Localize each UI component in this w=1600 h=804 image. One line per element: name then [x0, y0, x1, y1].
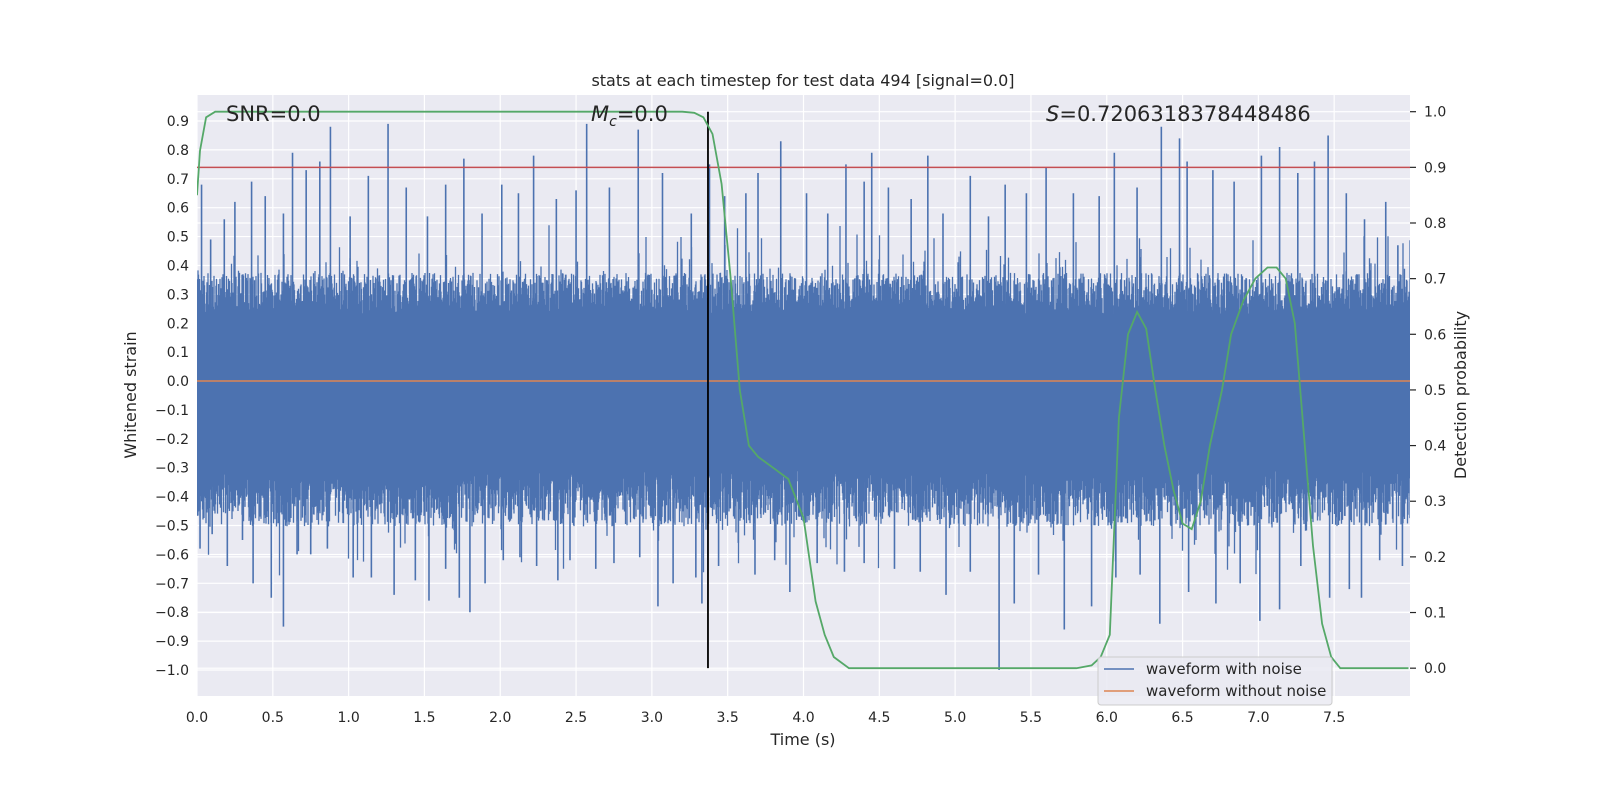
y-right-tick-label: 0.0 [1424, 661, 1446, 677]
y-left-tick-label: 0.8 [167, 143, 189, 159]
x-tick-label: 7.5 [1323, 710, 1345, 726]
x-tick-label: 6.5 [1171, 710, 1193, 726]
series-detection-probability [197, 110, 1409, 670]
y-right-tick-label: 0.1 [1424, 606, 1446, 622]
y-right-tick-label: 1.0 [1424, 105, 1446, 121]
overlay-lines [197, 110, 1410, 670]
chirp-mass-subscript: c [609, 114, 617, 130]
chirp-mass-symbol: M [591, 102, 609, 126]
y-right-tick-label: 0.6 [1424, 327, 1446, 343]
x-tick-label: 4.5 [868, 710, 890, 726]
y-right-tick-label: 0.4 [1424, 439, 1446, 455]
y-left-tick-label: 0.5 [167, 230, 189, 246]
x-tick-label: 3.0 [641, 710, 663, 726]
y-left-tick-label: 0.9 [167, 114, 189, 130]
x-tick-label: 3.5 [717, 710, 739, 726]
y-left-tick-label: −0.5 [155, 519, 189, 535]
y-axis-left-label: Whitened strain [121, 331, 140, 458]
x-tick-label: 0.0 [186, 710, 208, 726]
legend-box [1097, 656, 1333, 706]
y-right-tick-label: 0.8 [1424, 216, 1446, 232]
y-left-tick-label: −0.4 [155, 490, 189, 506]
y-axis-left-ticks: 0.9 0.8 0.7 0.6 0.5 0.4 0.3 0.2 0.1 0.0 −0.1 −0.2 −0… [155, 114, 189, 679]
x-tick-label: 2.5 [565, 710, 587, 726]
chirp-mass-annotation: Mc=0.0 [591, 102, 668, 130]
y-left-tick-label: −0.1 [155, 403, 189, 419]
x-tick-label: 2.0 [489, 710, 511, 726]
x-axis-label: Time (s) [769, 730, 835, 749]
y-left-tick-label: 0.0 [167, 374, 189, 390]
y-left-tick-label: −0.9 [155, 634, 189, 650]
legend-label-waveform-without-noise: waveform without noise [1146, 682, 1326, 700]
y-right-tick-label: 0.3 [1424, 494, 1446, 510]
y-left-tick-label: 0.4 [167, 258, 189, 274]
y-left-tick-label: −0.6 [155, 547, 189, 563]
y-left-tick-label: −0.2 [155, 432, 189, 448]
score-value: =0.7206318378448486 [1059, 102, 1310, 126]
series-waveform-with-noise [197, 123, 1410, 670]
x-tick-label: 5.0 [944, 710, 966, 726]
x-tick-label: 7.0 [1247, 710, 1269, 726]
y-left-tick-label: 0.7 [167, 172, 189, 188]
y-right-tick-label: 0.9 [1424, 160, 1446, 176]
y-left-tick-label: 0.2 [167, 316, 189, 332]
chart-title: stats at each timestep for test data 494… [591, 71, 1014, 90]
y-axis-right-label: Detection probability [1451, 311, 1470, 479]
chirp-mass-value: =0.0 [617, 102, 668, 126]
noise-band [197, 225, 1410, 576]
x-tick-label: 0.5 [262, 710, 284, 726]
x-tick-label: 1.5 [413, 710, 435, 726]
x-tick-label: 5.5 [1020, 710, 1042, 726]
x-tick-label: 6.0 [1096, 710, 1118, 726]
y-left-tick-label: 0.1 [167, 345, 189, 361]
score-annotation: S=0.7206318378448486 [1046, 102, 1311, 126]
x-tick-label: 4.0 [792, 710, 814, 726]
score-symbol: S [1046, 102, 1059, 126]
y-left-tick-label: −0.7 [155, 576, 189, 592]
y-left-tick-label: −0.8 [155, 605, 189, 621]
x-axis-ticks: 0.0 0.5 1.0 1.5 2.0 2.5 3.0 3.5 4.0 4.5 5.0 5.5 6.0 6… [186, 710, 1345, 726]
y-right-tick-label: 0.2 [1424, 550, 1446, 566]
y-right-tick-label: 0.7 [1424, 272, 1446, 288]
x-tick-label: 1.0 [337, 710, 359, 726]
y-left-tick-label: 0.3 [167, 287, 189, 303]
snr-annotation: SNR=0.0 [226, 102, 321, 126]
y-left-tick-label: 0.6 [167, 201, 189, 217]
y-axis-right-ticks: 1.0 0.9 0.8 0.7 0.6 0.5 0.4 0.3 0.2 0.1 0.0 [1410, 105, 1446, 677]
legend: waveform with noise waveform without noi… [1097, 656, 1333, 706]
y-right-tick-label: 0.5 [1424, 383, 1446, 399]
legend-label-waveform-with-noise: waveform with noise [1146, 660, 1302, 678]
y-left-tick-label: −1.0 [155, 663, 189, 679]
y-left-tick-label: −0.3 [155, 461, 189, 477]
